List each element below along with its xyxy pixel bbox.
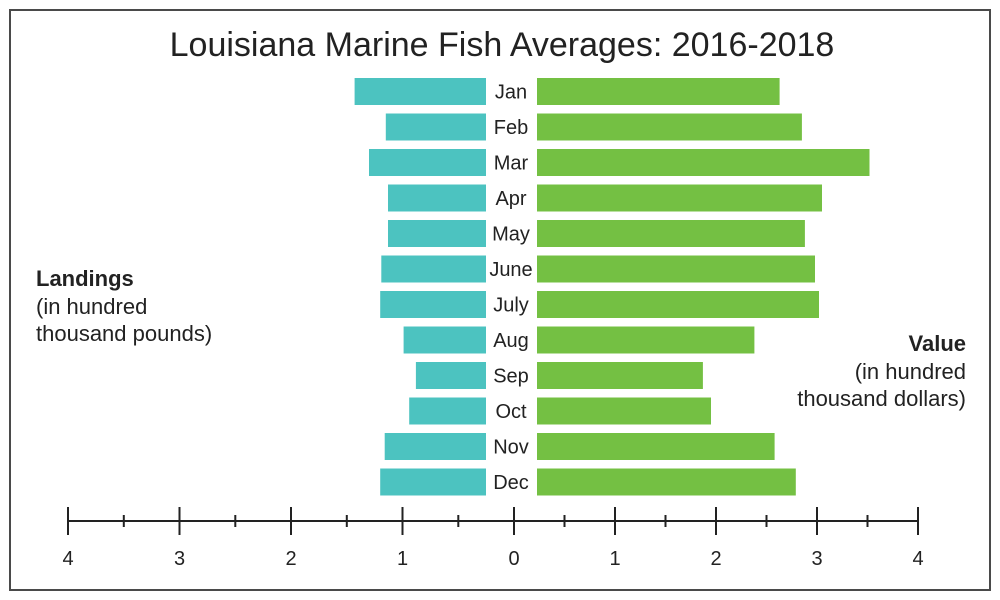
tick-label-left-0: 0 — [508, 548, 519, 570]
value-bar-sep — [537, 362, 703, 389]
right-axis-label: Value (in hundred thousand dollars) — [797, 331, 966, 411]
landings-bar-jan — [354, 78, 486, 105]
landings-bar-nov — [384, 433, 486, 460]
landings-bar-may — [388, 220, 486, 247]
landings-bar-mar — [369, 149, 486, 176]
value-bar-apr — [537, 184, 822, 212]
left-label-heading: Landings — [36, 266, 134, 291]
right-label-heading: Value — [909, 331, 966, 356]
month-label-jan: Jan — [495, 82, 527, 104]
value-bar-dec — [537, 468, 796, 496]
tick-label-right-3: 3 — [811, 548, 822, 570]
value-bar-june — [537, 255, 815, 283]
landings-bar-aug — [403, 326, 486, 354]
month-label-feb: Feb — [494, 117, 528, 139]
x-axis: 4 3 2 1 0 1 2 3 4 — [62, 507, 924, 570]
month-label-nov: Nov — [493, 437, 529, 459]
value-bar-oct — [537, 397, 711, 425]
left-label-line1: (in hundred — [36, 294, 147, 319]
month-label-mar: Mar — [494, 153, 529, 175]
tick-label-left-1: 1 — [397, 548, 408, 570]
landings-bar-sep — [415, 362, 486, 389]
tick-label-right-1: 1 — [609, 548, 620, 570]
tick-label-right-2: 2 — [710, 548, 721, 570]
landings-bar-dec — [380, 468, 486, 496]
month-label-may: May — [492, 224, 530, 246]
landings-bar-july — [380, 291, 486, 318]
value-bar-nov — [537, 433, 775, 460]
landings-bar-june — [381, 255, 486, 283]
month-label-july: July — [493, 295, 529, 317]
landings-bars — [354, 78, 486, 496]
value-bar-feb — [537, 113, 802, 141]
right-label-line1: (in hundred — [855, 359, 966, 384]
chart-title: Louisiana Marine Fish Averages: 2016-201… — [170, 26, 835, 64]
tick-label-left-4: 4 — [62, 548, 73, 570]
landings-bar-oct — [409, 397, 486, 425]
tick-label-right-4: 4 — [912, 548, 923, 570]
landings-bar-feb — [385, 113, 486, 141]
value-bar-may — [537, 220, 805, 247]
month-label-dec: Dec — [493, 472, 529, 494]
left-label-line2: thousand pounds) — [36, 321, 212, 346]
value-bar-aug — [537, 326, 755, 354]
month-labels: Jan Feb Mar Apr May June July Aug Sep Oct Nov Dec — [489, 82, 532, 495]
month-label-oct: Oct — [495, 401, 527, 423]
value-bar-july — [537, 291, 819, 318]
month-label-aug: Aug — [493, 330, 529, 352]
chart-frame — [9, 9, 991, 591]
month-label-apr: Apr — [495, 188, 526, 210]
value-bar-mar — [537, 149, 870, 176]
tick-label-left-3: 3 — [174, 548, 185, 570]
left-axis-label: Landings (in hundred thousand pounds) — [36, 266, 212, 346]
month-label-sep: Sep — [493, 366, 529, 388]
right-label-line2: thousand dollars) — [797, 386, 966, 411]
value-bar-jan — [537, 78, 780, 105]
month-label-june: June — [489, 259, 532, 281]
value-bars — [537, 78, 870, 496]
landings-bar-apr — [388, 184, 486, 212]
tick-label-left-2: 2 — [285, 548, 296, 570]
